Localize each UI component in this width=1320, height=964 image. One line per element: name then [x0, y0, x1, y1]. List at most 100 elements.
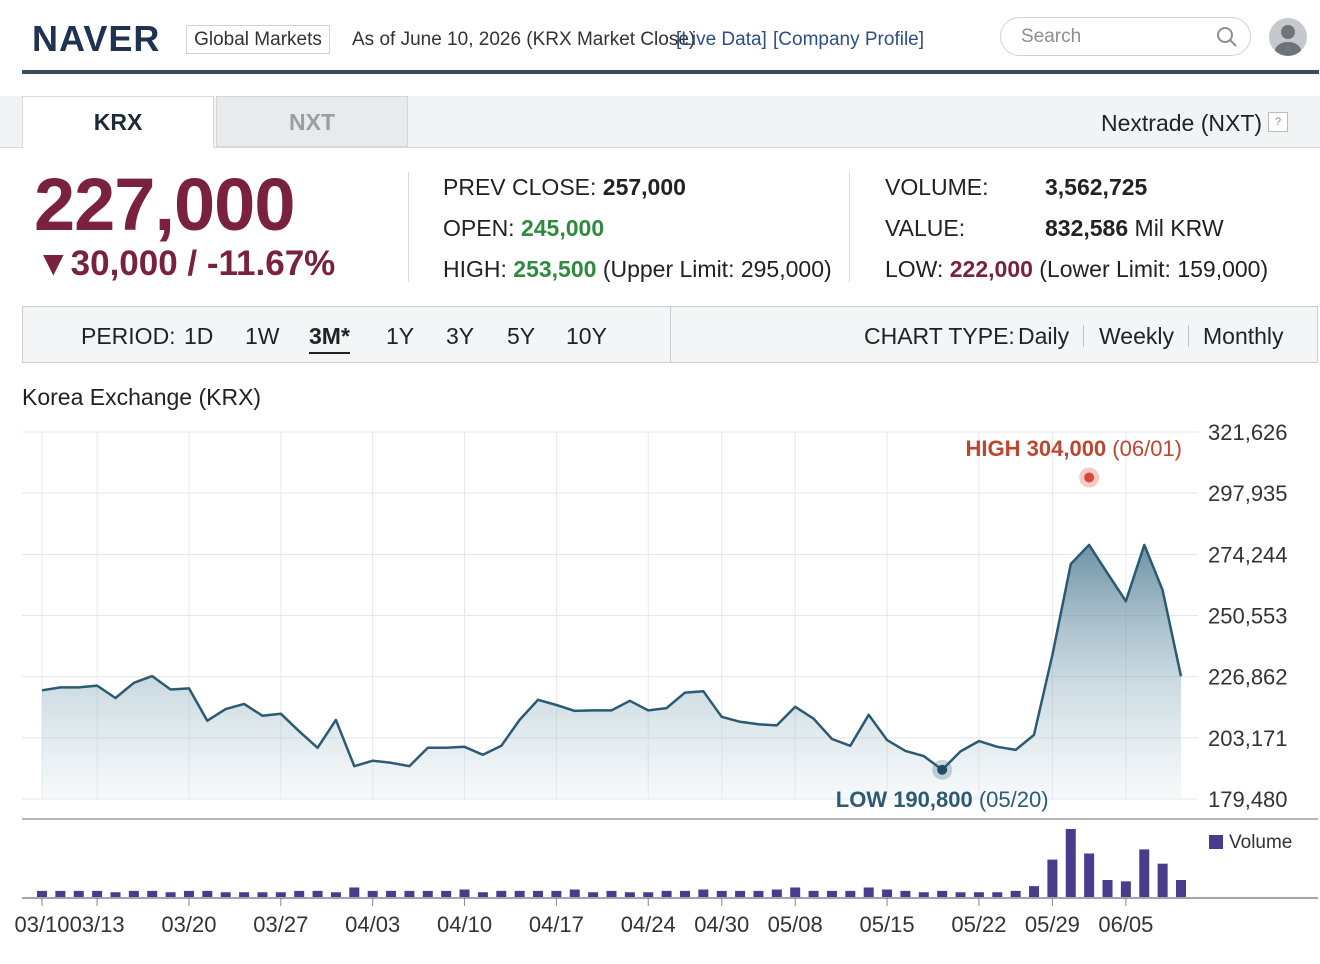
open-label: OPEN: — [443, 215, 515, 241]
toolbar-divider — [670, 306, 671, 363]
company-profile-link[interactable]: [Company Profile] — [773, 29, 925, 50]
period-5y[interactable]: 5Y — [507, 323, 536, 349]
volume-bar — [312, 890, 323, 897]
volume-bar — [37, 890, 47, 897]
volume-bar — [147, 890, 158, 897]
volume-value: 3,562,725 — [1045, 174, 1148, 200]
high-value: 253,500 — [513, 256, 597, 282]
high-annotation: HIGH 304,000 (06/01) — [966, 436, 1182, 461]
value-label: VALUE: — [885, 215, 966, 241]
period-3y[interactable]: 3Y — [446, 323, 475, 349]
x-tick-label: 04/17 — [529, 912, 584, 937]
low-annotation: LOW 190,800 (05/20) — [836, 787, 1049, 812]
chart-type-separator — [1083, 325, 1084, 347]
volume-bar — [514, 890, 525, 897]
volume-bar — [404, 890, 415, 897]
global-markets-badge[interactable]: Global Markets — [186, 25, 330, 54]
volume-bar — [386, 890, 397, 897]
high-marker — [1084, 472, 1095, 483]
volume-bar — [551, 890, 562, 897]
x-tick-label: 04/10 — [437, 912, 492, 937]
high-label: HIGH: — [443, 256, 507, 282]
volume-bar — [1010, 890, 1021, 897]
search-box[interactable] — [1000, 17, 1251, 56]
lower-limit: (Lower Limit: 159,000) — [1039, 256, 1269, 282]
stats-divider — [849, 172, 850, 282]
volume-bar — [937, 890, 948, 897]
volume-bar — [349, 887, 360, 897]
prev-close-stat: PREV CLOSE: 257,000 — [443, 174, 686, 201]
volume-bar — [753, 890, 764, 897]
price-line — [41, 543, 1183, 772]
chart-type-separator — [1188, 325, 1189, 347]
volume-bar — [808, 890, 819, 897]
period-1d[interactable]: 1D — [184, 323, 214, 349]
x-tick-label: 05/29 — [1025, 912, 1080, 937]
volume-bar — [900, 890, 911, 897]
y-tick-label: 179,480 — [1208, 787, 1288, 812]
volume-bar — [257, 892, 268, 897]
search-icon[interactable] — [1216, 26, 1238, 53]
volume-bar — [1157, 863, 1168, 897]
volume-bar — [459, 889, 470, 897]
volume-bar — [955, 892, 966, 897]
low-value: 222,000 — [949, 256, 1033, 282]
period-1w[interactable]: 1W — [245, 323, 280, 349]
chart-type-daily[interactable]: Daily — [1018, 323, 1070, 349]
period-1y[interactable]: 1Y — [386, 323, 415, 349]
volume-bar — [1029, 886, 1040, 897]
y-tick-label: 274,244 — [1208, 542, 1288, 567]
nextrade-label: Nextrade (NXT) — [1101, 110, 1263, 136]
price-change: ▼30,000 / -11.67% — [36, 244, 336, 283]
y-tick-label: 203,171 — [1208, 726, 1288, 751]
low-label: LOW: — [885, 256, 944, 282]
volume-bar — [588, 892, 599, 897]
volume-bar — [569, 889, 580, 897]
header-divider — [22, 70, 1319, 74]
volume-bar — [294, 890, 305, 897]
x-tick-label: 03/27 — [253, 912, 308, 937]
volume-bar — [992, 892, 1003, 897]
period-10y[interactable]: 10Y — [566, 323, 607, 349]
volume-bar — [496, 890, 507, 897]
volume-bar — [165, 892, 176, 897]
x-tick-label: 06/05 — [1098, 912, 1153, 937]
x-tick-label: 03/20 — [161, 912, 216, 937]
prev-close-label: PREV CLOSE: — [443, 174, 597, 200]
volume-bar — [73, 890, 84, 897]
volume-bar — [1084, 853, 1095, 897]
upper-limit: (Upper Limit: 295,000) — [602, 256, 832, 282]
search-input[interactable] — [1019, 25, 1203, 49]
help-icon[interactable]: ? — [1268, 112, 1288, 132]
period-3m[interactable]: 3M* — [309, 323, 350, 354]
prev-close-value: 257,000 — [602, 174, 686, 200]
y-tick-label: 321,626 — [1208, 420, 1288, 445]
volume-bar — [1120, 881, 1131, 897]
low-marker — [937, 764, 948, 775]
volume-bar — [1047, 859, 1058, 897]
volume-bar — [845, 890, 856, 897]
chart-type-weekly[interactable]: Weekly — [1099, 323, 1174, 349]
volume-bar — [55, 890, 66, 897]
volume-legend-label: Volume — [1229, 832, 1292, 853]
volume-bar — [716, 890, 727, 897]
volume-bar — [661, 890, 672, 897]
naver-logo[interactable]: NAVER — [32, 18, 161, 59]
tab-krx[interactable]: KRX — [22, 96, 214, 148]
volume-bar — [1139, 849, 1150, 897]
user-avatar-icon[interactable] — [1269, 18, 1307, 56]
volume-bar — [92, 890, 103, 897]
volume-bar — [183, 890, 194, 897]
volume-bar — [771, 889, 782, 897]
volume-bar — [1102, 880, 1113, 897]
volume-bar — [918, 892, 929, 897]
chart-type-monthly[interactable]: Monthly — [1203, 323, 1284, 349]
volume-bar — [973, 892, 984, 897]
volume-bar — [698, 889, 709, 897]
tab-nxt[interactable]: NXT — [216, 96, 408, 147]
as-of-text: As of June 10, 2026 (KRX Market Close) — [352, 29, 696, 50]
live-data-link[interactable]: [Live Data] — [676, 29, 767, 50]
volume-bar — [367, 890, 378, 897]
volume-bar — [790, 887, 801, 897]
